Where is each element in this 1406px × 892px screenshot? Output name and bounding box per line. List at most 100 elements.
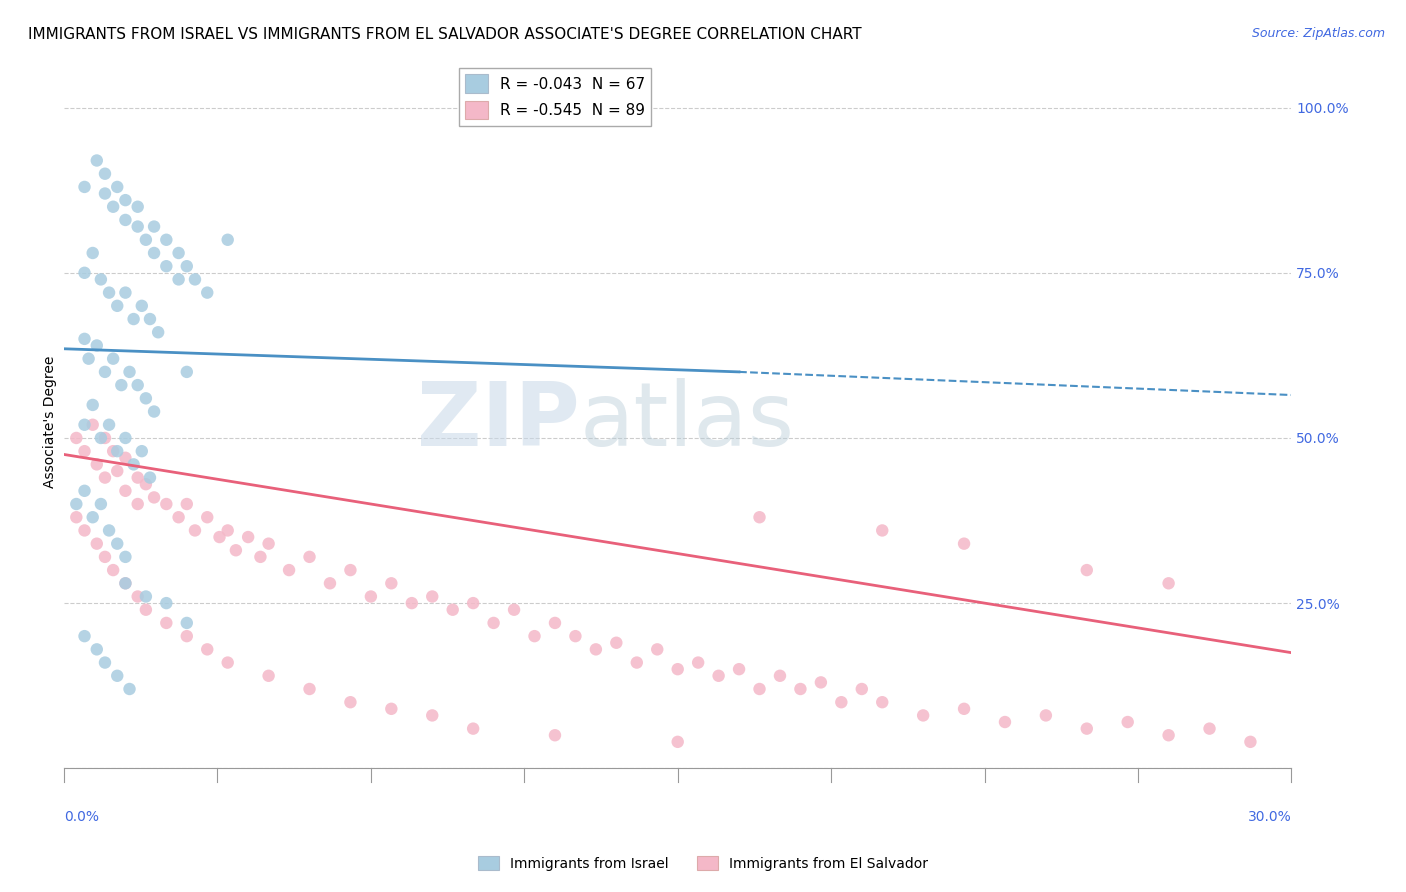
Point (645, 642, 668, 657)
Point (789, 681, 811, 696)
Point (1198, 722, 1220, 736)
Point (86, 153, 108, 168)
Point (257, 536, 280, 550)
Point (544, 728, 567, 742)
Y-axis label: Associate's Degree: Associate's Degree (44, 355, 58, 488)
Point (105, 180, 128, 194)
Point (155, 233, 177, 247)
Text: 0.0%: 0.0% (65, 810, 98, 824)
Point (1076, 722, 1098, 736)
Text: 30.0%: 30.0% (1247, 810, 1291, 824)
Point (195, 642, 218, 657)
Point (666, 735, 689, 749)
Point (155, 615, 177, 630)
Point (503, 603, 526, 617)
Point (114, 285, 136, 300)
Point (360, 590, 382, 604)
Point (94, 186, 117, 201)
Point (114, 193, 136, 207)
Point (176, 365, 198, 379)
Point (73, 444, 96, 458)
Point (870, 695, 893, 709)
Point (339, 563, 361, 577)
Point (482, 615, 505, 630)
Point (176, 615, 198, 630)
Point (401, 596, 423, 610)
Point (143, 219, 166, 234)
Point (748, 510, 770, 524)
Point (143, 491, 166, 505)
Point (86, 338, 108, 352)
Point (666, 662, 689, 676)
Point (769, 669, 792, 683)
Point (135, 477, 157, 491)
Point (953, 536, 976, 550)
Point (105, 464, 128, 478)
Point (184, 272, 207, 286)
Point (73, 180, 96, 194)
Point (101, 563, 124, 577)
Point (118, 365, 141, 379)
Point (585, 642, 607, 657)
Point (146, 325, 169, 339)
Point (1157, 728, 1180, 742)
Point (135, 233, 157, 247)
Point (830, 695, 852, 709)
Point (127, 470, 149, 484)
Point (176, 497, 198, 511)
Point (90, 272, 112, 286)
Point (73, 332, 96, 346)
Point (155, 259, 177, 273)
Point (94, 365, 117, 379)
Point (167, 510, 190, 524)
Point (131, 299, 153, 313)
Point (339, 695, 361, 709)
Point (544, 615, 567, 630)
Point (225, 543, 247, 558)
Point (101, 351, 124, 366)
Point (420, 590, 443, 604)
Point (217, 524, 239, 538)
Point (105, 536, 128, 550)
Text: IMMIGRANTS FROM ISRAEL VS IMMIGRANTS FROM EL SALVADOR ASSOCIATE'S DEGREE CORRELA: IMMIGRANTS FROM ISRAEL VS IMMIGRANTS FRO… (28, 27, 862, 42)
Point (176, 629, 198, 643)
Point (298, 681, 321, 696)
Point (90, 497, 112, 511)
Point (1035, 708, 1057, 723)
Point (94, 656, 117, 670)
Point (114, 549, 136, 564)
Point (298, 549, 321, 564)
Point (195, 285, 218, 300)
Legend: R = -0.043  N = 67, R = -0.545  N = 89: R = -0.043 N = 67, R = -0.545 N = 89 (458, 69, 651, 126)
Point (73, 483, 96, 498)
Point (605, 636, 627, 650)
Point (208, 530, 231, 544)
Point (176, 259, 198, 273)
Point (810, 675, 832, 690)
Point (1116, 714, 1139, 729)
Point (114, 213, 136, 227)
Point (278, 563, 301, 577)
Point (65, 497, 87, 511)
Point (86, 458, 108, 472)
Point (65, 510, 87, 524)
Point (73, 266, 96, 280)
Point (155, 596, 177, 610)
Point (73, 524, 96, 538)
Point (912, 708, 935, 723)
Point (114, 450, 136, 465)
Point (94, 470, 117, 484)
Point (82, 246, 104, 260)
Point (127, 378, 149, 392)
Point (380, 576, 402, 591)
Text: atlas: atlas (579, 378, 794, 465)
Point (748, 681, 770, 696)
Point (143, 404, 166, 418)
Point (167, 246, 190, 260)
Point (118, 681, 141, 696)
Text: ZIP: ZIP (416, 378, 579, 465)
Point (139, 312, 162, 326)
Point (217, 233, 239, 247)
Point (135, 603, 157, 617)
Point (143, 246, 166, 260)
